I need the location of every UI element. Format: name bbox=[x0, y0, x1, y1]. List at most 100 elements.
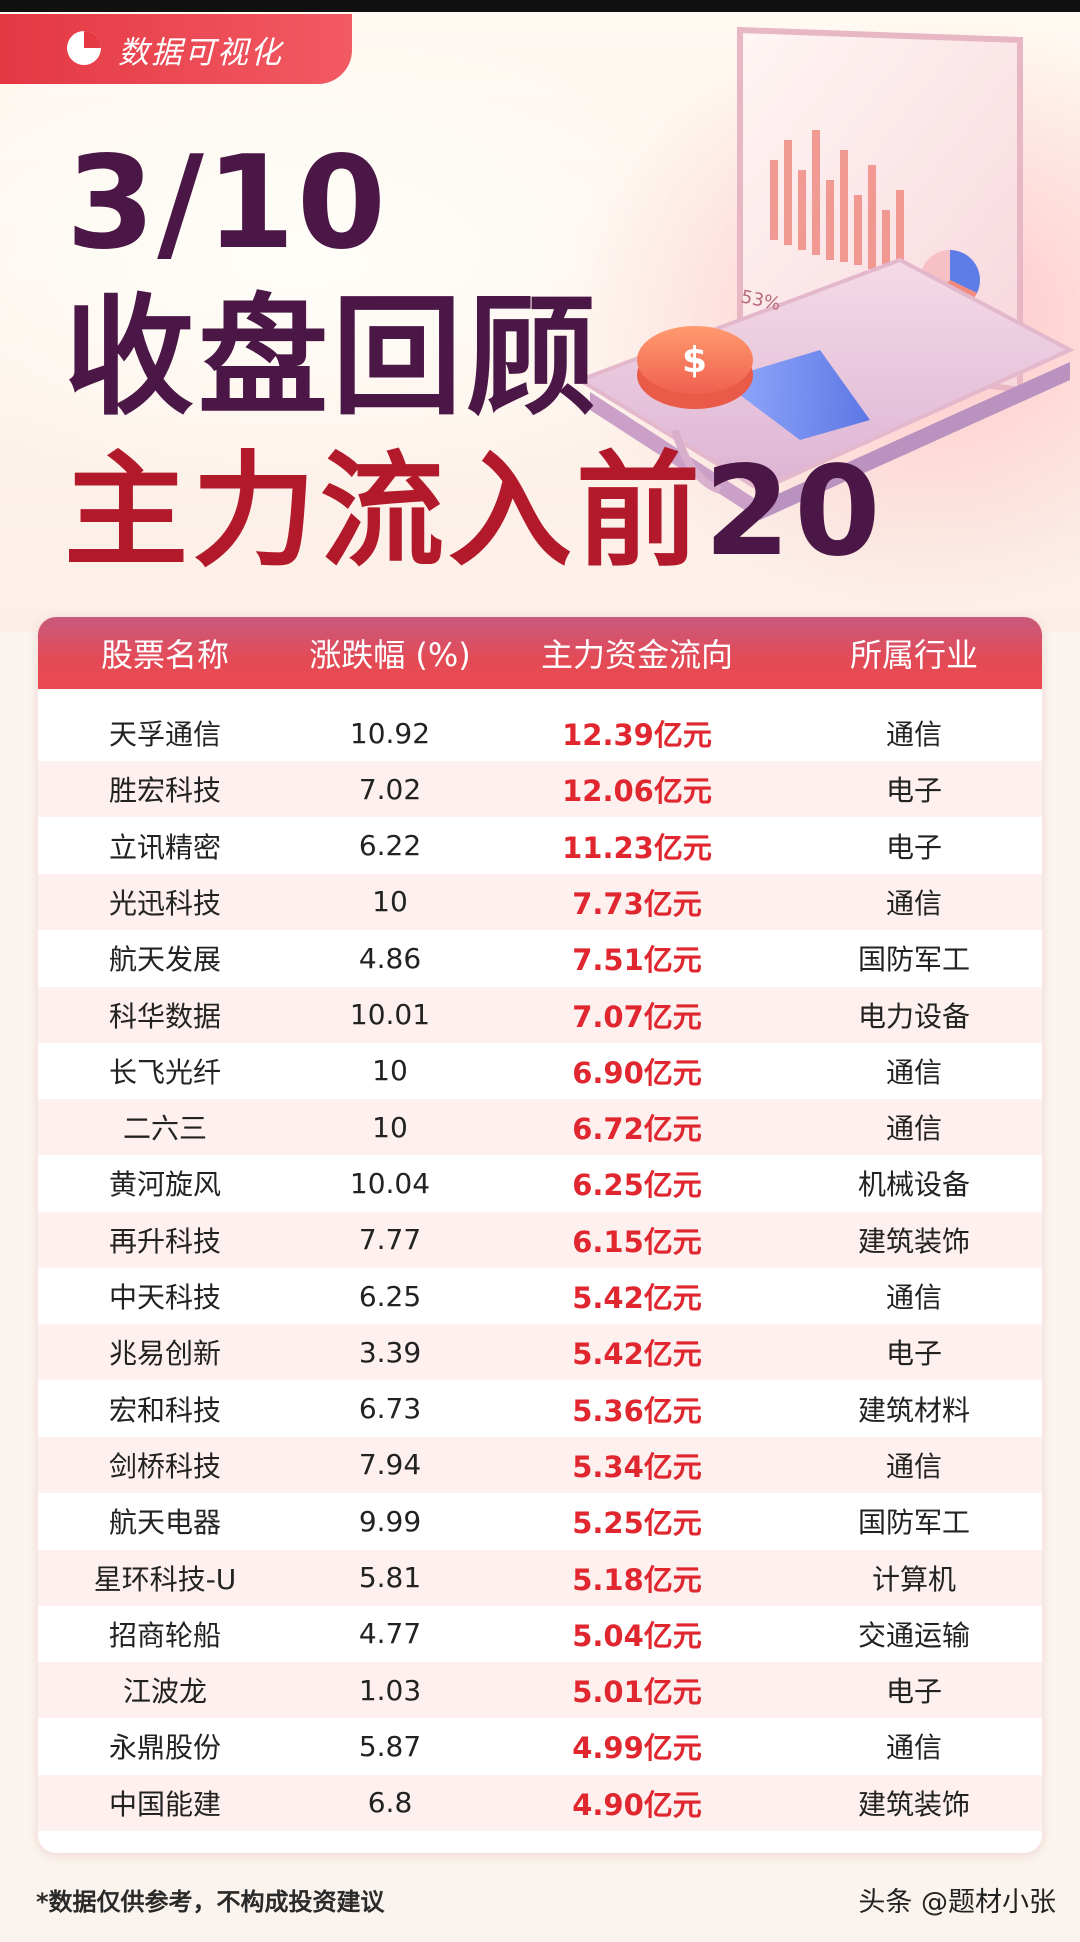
table-row: 长飞光纤 10 6.90亿元 通信 bbox=[38, 1043, 1042, 1099]
change-pct-cell: 5.81 bbox=[358, 1561, 422, 1594]
change-pct-cell: 10 bbox=[372, 885, 408, 919]
industry-cell: 通信 bbox=[885, 1055, 942, 1089]
title-date: 3/10 bbox=[66, 129, 388, 278]
badge-label: 数据可视化 bbox=[118, 34, 283, 71]
stock-name-cell: 江波龙 bbox=[122, 1675, 207, 1709]
table-row: 星环科技-U 5.81 5.18亿元 计算机 bbox=[38, 1549, 1042, 1606]
industry-cell: 国防军工 bbox=[857, 943, 970, 977]
stock-name-cell: 光迅科技 bbox=[108, 886, 221, 920]
stock-name-cell: 航天电器 bbox=[108, 1506, 221, 1540]
main-flow-cell: 5.25亿元 bbox=[572, 1506, 702, 1541]
stock-name-cell: 科华数据 bbox=[108, 999, 221, 1033]
stock-name-cell: 招商轮船 bbox=[108, 1618, 221, 1652]
table-row: 胜宏科技 7.02 12.06亿元 电子 bbox=[38, 761, 1042, 818]
industry-cell: 建筑装饰 bbox=[857, 1787, 970, 1821]
header-main-flow: 主力资金流向 bbox=[540, 636, 733, 674]
title-sub-number: 20 bbox=[704, 440, 885, 584]
stock-name-cell: 长飞光纤 bbox=[108, 1055, 221, 1089]
industry-cell: 建筑装饰 bbox=[857, 1224, 970, 1258]
stock-name-cell: 中国能建 bbox=[108, 1787, 221, 1821]
main-flow-cell: 5.42亿元 bbox=[572, 1337, 702, 1372]
change-pct-cell: 9.99 bbox=[358, 1504, 422, 1538]
change-pct-cell: 4.77 bbox=[358, 1617, 422, 1651]
main-flow-cell: 12.06亿元 bbox=[562, 774, 712, 809]
main-flow-cell: 12.39亿元 bbox=[562, 718, 712, 752]
industry-cell: 电力设备 bbox=[857, 999, 970, 1033]
fund-flow-table: 股票名称 涨跌幅 (%) 主力资金流向 所属行业 天孚通信 10.92 12.39亿… bbox=[38, 617, 1042, 1853]
main-flow-cell: 7.73亿元 bbox=[572, 886, 702, 921]
table-row: 中天科技 6.25 5.42亿元 通信 bbox=[38, 1268, 1042, 1324]
table-row: 二六三 10 6.72亿元 通信 bbox=[38, 1099, 1042, 1156]
main-flow-cell: 7.07亿元 bbox=[572, 999, 702, 1034]
industry-cell: 建筑材料 bbox=[857, 1393, 970, 1427]
main-flow-cell: 6.15亿元 bbox=[572, 1224, 702, 1259]
stock-name-cell: 兆易创新 bbox=[108, 1337, 221, 1371]
main-flow-cell: 4.99亿元 bbox=[572, 1731, 702, 1766]
table-row: 再升科技 7.77 6.15亿元 建筑装饰 bbox=[38, 1211, 1042, 1268]
stock-name-cell: 星环科技-U bbox=[93, 1562, 237, 1596]
table-row: 光迅科技 10 7.73亿元 通信 bbox=[38, 873, 1042, 930]
industry-cell: 交通运输 bbox=[857, 1618, 970, 1652]
disclaimer: *数据仅供参考，不构成投资建议 bbox=[36, 1888, 385, 1916]
main-flow-cell: 5.04亿元 bbox=[572, 1618, 702, 1653]
main-flow-cell: 4.90亿元 bbox=[572, 1787, 702, 1822]
industry-cell: 计算机 bbox=[871, 1562, 956, 1596]
industry-cell: 国防军工 bbox=[857, 1506, 970, 1540]
table-row: 天孚通信 10.92 12.39亿元 通信 bbox=[38, 705, 1042, 761]
category-badge: 数据可视化 bbox=[0, 14, 352, 84]
table-row: 中国能建 6.8 4.90亿元 建筑装饰 bbox=[38, 1774, 1042, 1831]
change-pct-cell: 10 bbox=[372, 1110, 408, 1144]
change-pct-cell: 6.22 bbox=[358, 829, 422, 863]
stock-name-cell: 中天科技 bbox=[108, 1281, 221, 1314]
stock-name-cell: 永鼎股份 bbox=[108, 1731, 221, 1765]
main-flow-cell: 5.01亿元 bbox=[572, 1675, 702, 1710]
change-pct-cell: 10.92 bbox=[349, 716, 431, 750]
change-pct-cell: 10 bbox=[372, 1054, 408, 1088]
author-watermark: 头条 @题材小张 bbox=[858, 1887, 1056, 1918]
pie-chart-icon bbox=[67, 31, 101, 65]
header-industry: 所属行业 bbox=[849, 636, 978, 674]
laptop-dashboard-illustration: $ 53% bbox=[575, 26, 1075, 520]
stock-name-cell: 天孚通信 bbox=[108, 718, 221, 751]
title-main: 收盘回顾 bbox=[64, 281, 601, 433]
table-row: 航天电器 9.99 5.25亿元 国防军工 bbox=[38, 1493, 1042, 1549]
industry-cell: 电子 bbox=[885, 774, 942, 808]
title-sub: 主力流入前20 bbox=[64, 450, 885, 574]
table-row: 江波龙 1.03 5.01亿元 电子 bbox=[38, 1662, 1042, 1719]
industry-cell: 通信 bbox=[885, 718, 942, 751]
change-pct-cell: 6.8 bbox=[367, 1786, 413, 1820]
change-pct-cell: 10.01 bbox=[349, 998, 431, 1031]
industry-cell: 通信 bbox=[885, 1281, 942, 1314]
change-pct-cell: 5.87 bbox=[358, 1729, 422, 1763]
change-pct-cell: 7.77 bbox=[358, 1223, 422, 1257]
stock-name-cell: 剑桥科技 bbox=[108, 1449, 221, 1483]
industry-cell: 电子 bbox=[885, 830, 942, 864]
table-row: 立讯精密 6.22 11.23亿元 电子 bbox=[38, 818, 1042, 874]
title-sub-text: 主力流入前 bbox=[64, 440, 705, 584]
industry-cell: 通信 bbox=[885, 1449, 942, 1483]
main-flow-cell: 6.25亿元 bbox=[572, 1168, 702, 1203]
industry-cell: 电子 bbox=[885, 1337, 942, 1371]
change-pct-cell: 6.73 bbox=[358, 1392, 422, 1426]
change-pct-cell: 10.04 bbox=[349, 1166, 431, 1200]
industry-cell: 电子 bbox=[885, 1675, 942, 1709]
stock-name-cell: 黄河旋风 bbox=[108, 1168, 221, 1202]
main-flow-cell: 7.51亿元 bbox=[572, 943, 702, 978]
stock-name-cell: 宏和科技 bbox=[108, 1393, 221, 1427]
main-flow-cell: 11.23亿元 bbox=[562, 830, 712, 865]
industry-cell: 机械设备 bbox=[857, 1168, 970, 1202]
change-pct-cell: 4.86 bbox=[358, 941, 422, 975]
top-status-strip bbox=[0, 0, 1080, 12]
main-flow-cell: 5.42亿元 bbox=[572, 1281, 702, 1315]
table-row: 永鼎股份 5.87 4.99亿元 通信 bbox=[38, 1718, 1042, 1774]
table-row: 黄河旋风 10.04 6.25亿元 机械设备 bbox=[38, 1155, 1042, 1211]
stock-name-cell: 航天发展 bbox=[108, 943, 221, 977]
change-pct-cell: 1.03 bbox=[358, 1673, 422, 1707]
table-row: 科华数据 10.01 7.07亿元 电力设备 bbox=[38, 986, 1042, 1043]
stock-name-cell: 再升科技 bbox=[108, 1224, 221, 1258]
table-row: 剑桥科技 7.94 5.34亿元 通信 bbox=[38, 1436, 1042, 1493]
table-row: 兆易创新 3.39 5.42亿元 电子 bbox=[38, 1324, 1042, 1381]
main-flow-cell: 6.90亿元 bbox=[572, 1055, 702, 1090]
stock-name-cell: 胜宏科技 bbox=[108, 774, 221, 808]
header-stock-name: 股票名称 bbox=[100, 636, 229, 674]
